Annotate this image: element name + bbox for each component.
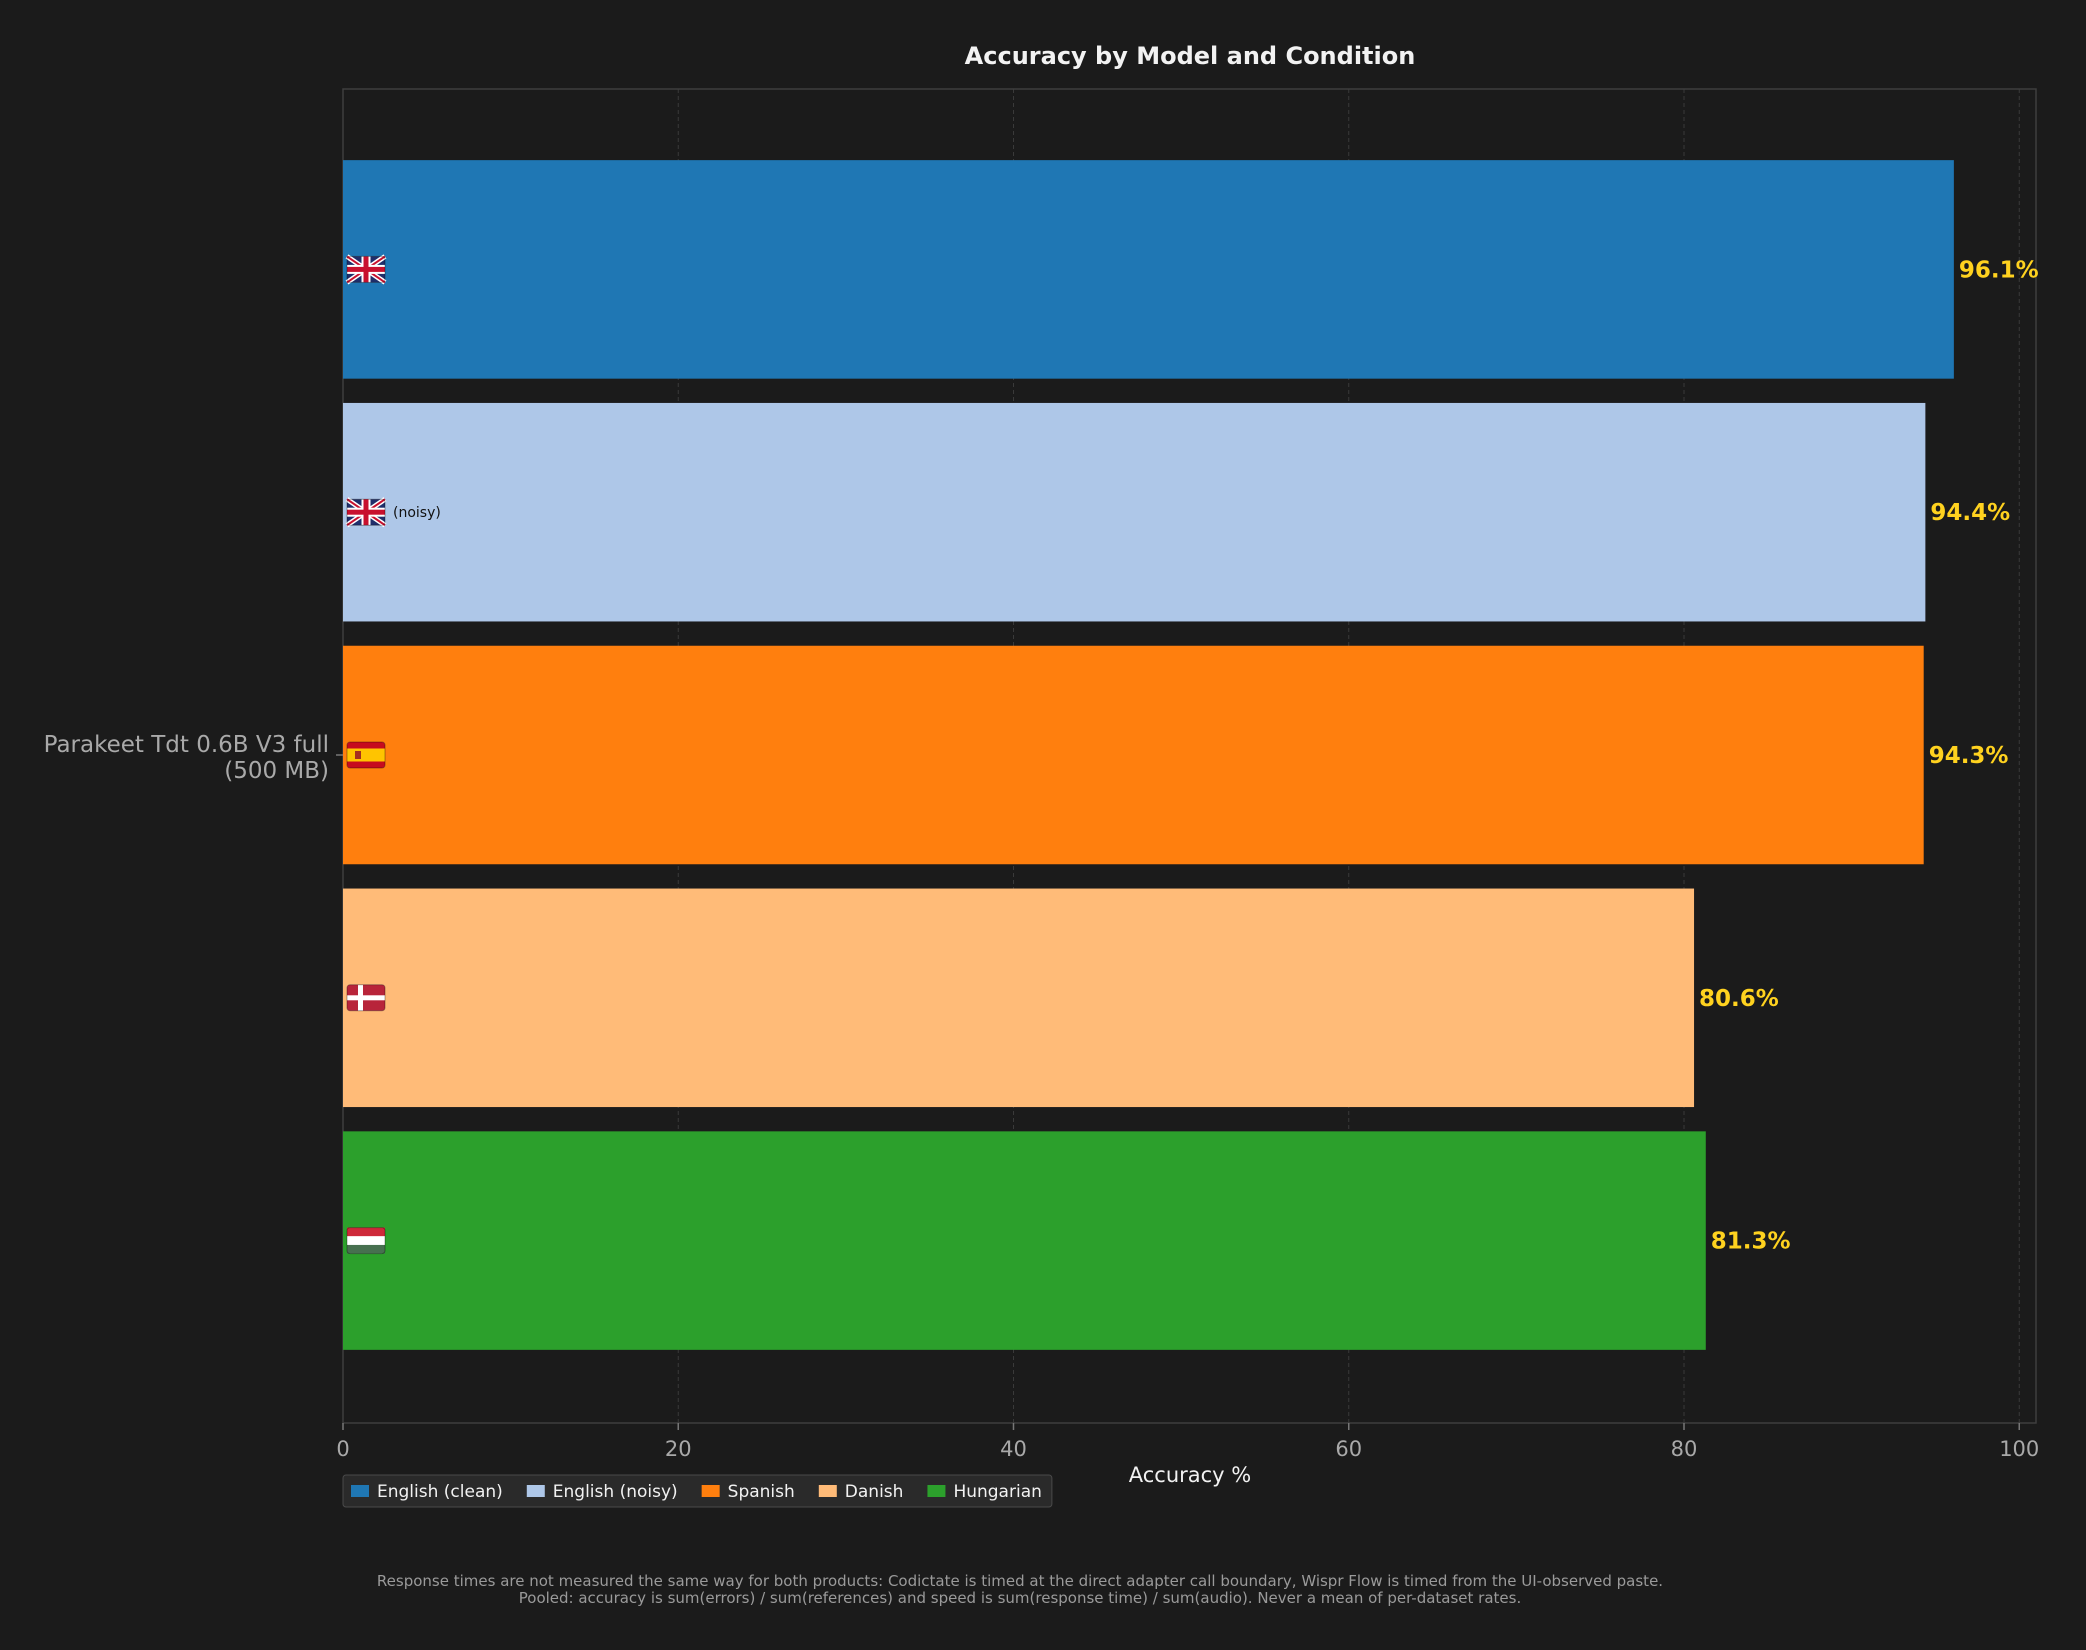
bar-english-noisy [343, 402, 1926, 622]
uk-flag-icon [345, 497, 387, 528]
legend-entry: English (clean) [377, 1482, 503, 1502]
footnote: Response times are not measured the same… [377, 1572, 1663, 1607]
legend-swatch [701, 1485, 720, 1497]
legend-swatch [526, 1485, 545, 1497]
legend-entry: Danish [845, 1482, 904, 1502]
axes: 0 20 40 60 80 100 Parakeet Tdt 0.6B V3 full (50… [44, 732, 2040, 1461]
legend-swatch [818, 1485, 837, 1497]
x-tick-label: 100 [1999, 1437, 2039, 1461]
y-category-label: Parakeet Tdt 0.6B V3 full (500 MB) [44, 732, 329, 784]
x-tick-label: 0 [336, 1437, 349, 1461]
uk-flag-icon [345, 254, 387, 285]
legend-box [342, 1474, 1053, 1508]
legend-entry: Hungarian [953, 1482, 1041, 1502]
bars: 96.1% (noisy) 94.4% 94.3% 80.6% 81.3% [343, 160, 2039, 1350]
bar-note: (noisy) [393, 505, 441, 521]
x-tick-label: 20 [665, 1437, 692, 1461]
data-label: 96.1% [1959, 257, 2039, 283]
data-label: 80.6% [1699, 986, 1779, 1012]
legend: English (clean) English (noisy) Spanish Dan… [342, 1474, 1053, 1508]
bar-hungarian [343, 1131, 1706, 1350]
footnote-line: Pooled: accuracy is sum(errors) / sum(re… [519, 1589, 1521, 1607]
data-label: 94.4% [1930, 500, 2010, 526]
x-tick-label: 40 [1000, 1437, 1027, 1461]
footnote-line: Response times are not measured the same… [377, 1572, 1663, 1590]
chart-title: Accuracy by Model and Condition [965, 42, 1416, 70]
legend-swatch [927, 1485, 946, 1497]
data-label: 81.3% [1711, 1229, 1791, 1255]
hungary-flag-icon [346, 1227, 386, 1255]
denmark-flag-icon [346, 984, 386, 1012]
legend-swatch [351, 1485, 369, 1497]
data-label: 94.3% [1929, 743, 2009, 769]
x-axis-label: Accuracy % [1129, 1463, 1252, 1487]
x-tick-label: 60 [1335, 1437, 1362, 1461]
legend-entry: Spanish [728, 1482, 795, 1502]
bar-spanish [343, 645, 1924, 865]
x-tick-label: 80 [1671, 1437, 1698, 1461]
bar-danish [343, 888, 1695, 1108]
spain-flag-icon [346, 741, 386, 769]
legend-entry: English (noisy) [553, 1482, 678, 1502]
bar-english-clean [343, 160, 1954, 379]
